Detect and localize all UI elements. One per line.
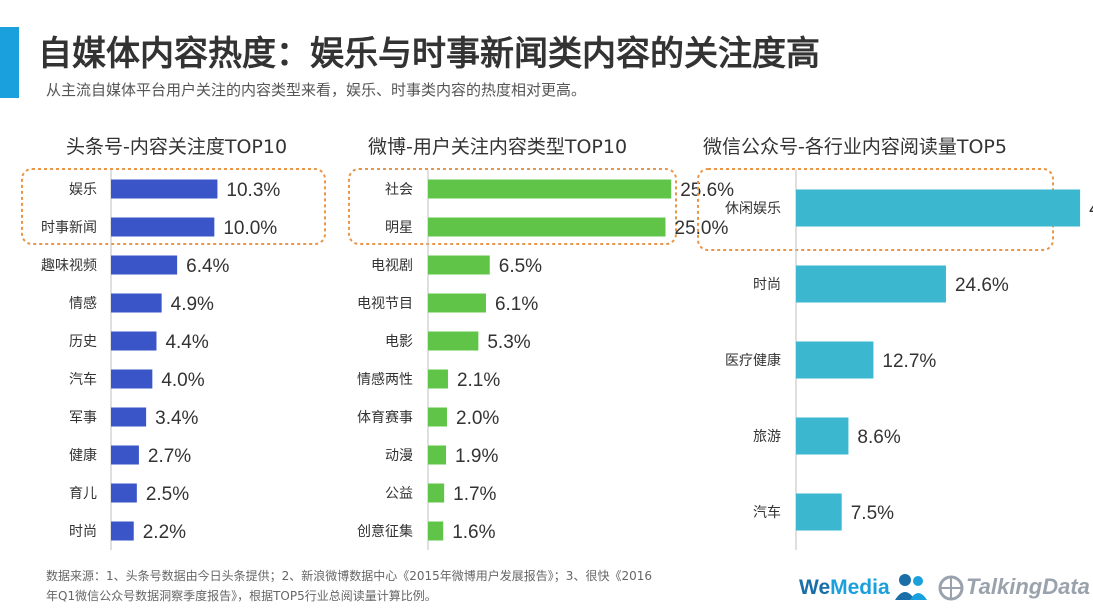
weibo-bar xyxy=(428,179,672,199)
toutiao-value-label: 2.5% xyxy=(146,484,189,505)
weibo-category-label: 电视剧 xyxy=(371,258,413,274)
weixin-category-label: 医疗健康 xyxy=(725,352,781,369)
toutiao-category-label: 时事新闻 xyxy=(41,220,97,236)
weibo-value-label: 1.6% xyxy=(452,522,495,543)
page-subtitle: 从主流自媒体平台用户关注的内容类型来看，娱乐、时事类内容的热度相对更高。 xyxy=(46,81,587,99)
weibo-value-label: 25.6% xyxy=(680,180,734,201)
weixin-category-label: 时尚 xyxy=(753,277,781,293)
weibo-category-label: 社会 xyxy=(385,182,413,198)
weibo-bar xyxy=(428,217,666,237)
toutiao-value-label: 10.0% xyxy=(223,218,277,239)
weibo-value-label: 6.5% xyxy=(499,256,542,277)
toutiao-bar xyxy=(111,445,139,465)
weibo-bar-chart: 社会 25.6% 明星 25.0% 电视剧 6.5% 电视节目 6.1% 电影 5.3% 情感两性 2… xyxy=(348,168,734,550)
weibo-value-label: 2.1% xyxy=(457,370,500,391)
toutiao-category-label: 趣味视频 xyxy=(41,258,97,274)
toutiao-bar xyxy=(111,217,215,237)
weixin-bar xyxy=(796,265,946,303)
toutiao-category-label: 时尚 xyxy=(69,524,97,540)
weixin-category-label: 休闲娱乐 xyxy=(725,201,781,217)
toutiao-category-label: 娱乐 xyxy=(69,182,97,198)
data-source-footnote: 数据来源：1、头条号数据由今日头条提供；2、新浪微博数据中心《2015年微博用户… xyxy=(46,566,766,606)
weibo-category-label: 动漫 xyxy=(385,448,413,464)
weibo-bar xyxy=(428,445,447,465)
footnote-line-2: 年Q1微信公众号数据洞察季度报告》，根据TOP5行业总阅读量计算比例。 xyxy=(46,589,437,603)
toutiao-bar xyxy=(111,483,137,503)
toutiao-category-label: 汽车 xyxy=(69,371,97,388)
weibo-bar xyxy=(428,293,486,313)
weixin-bar-chart: 休闲娱乐 46.6% 时尚 24.6% 医疗健康 12.7% 旅游 8.6% 汽车 7.5% xyxy=(697,168,1093,550)
weibo-highlight-box xyxy=(348,168,677,245)
talkingdata-logo: TalkingData xyxy=(966,574,1090,599)
weibo-value-label: 2.0% xyxy=(456,408,499,429)
toutiao-value-label: 4.0% xyxy=(161,370,204,391)
page-title: 自媒体内容热度：娱乐与时事新闻类内容的关注度高 xyxy=(38,34,820,74)
weibo-category-label: 创意征集 xyxy=(357,523,413,540)
toutiao-value-label: 10.3% xyxy=(226,180,280,201)
weibo-category-label: 公益 xyxy=(385,486,413,502)
weibo-value-label: 5.3% xyxy=(487,332,530,353)
weixin-highlight-box xyxy=(697,168,1054,251)
weixin-category-label: 旅游 xyxy=(753,429,781,445)
weixin-chart-panel: 微信公众号-各行业内容阅读量TOP5 休闲娱乐 46.6% 时尚 24.6% 医疗健康 1… xyxy=(690,125,1093,555)
toutiao-chart-panel: 头条号-内容关注度TOP10 娱乐 10.3% 时事新闻 10.0% 趣味视频 6.4% 情… xyxy=(0,125,340,555)
weibo-category-label: 情感两性 xyxy=(357,371,413,388)
weibo-bar xyxy=(428,255,490,275)
toutiao-bar xyxy=(111,293,162,313)
toutiao-bar xyxy=(111,407,147,427)
toutiao-bar xyxy=(111,179,218,199)
toutiao-value-label: 6.4% xyxy=(186,256,229,277)
toutiao-bar xyxy=(111,331,157,351)
weixin-category-label: 汽车 xyxy=(753,504,781,521)
toutiao-value-label: 4.4% xyxy=(165,332,208,353)
weibo-category-label: 体育赛事 xyxy=(357,410,413,426)
weibo-category-label: 电影 xyxy=(385,334,413,350)
toutiao-bar xyxy=(111,255,178,275)
toutiao-chart-title: 头条号-内容关注度TOP10 xyxy=(66,136,288,158)
weixin-bar xyxy=(796,493,842,531)
toutiao-bar xyxy=(111,369,153,389)
weibo-value-label: 25.0% xyxy=(675,218,729,239)
talkingdata-logo-icon xyxy=(938,575,964,601)
weibo-bar xyxy=(428,407,447,427)
weibo-value-label: 1.7% xyxy=(453,484,496,505)
toutiao-bar-chart: 娱乐 10.3% 时事新闻 10.0% 趣味视频 6.4% 情感 4.9% 历史 4.4% 汽车 4.… xyxy=(21,168,326,550)
toutiao-value-label: 3.4% xyxy=(155,408,198,429)
wemedia-logo-we: We xyxy=(799,576,831,599)
weibo-value-label: 6.1% xyxy=(495,294,538,315)
weixin-chart-title: 微信公众号-各行业内容阅读量TOP5 xyxy=(703,136,1007,158)
wemedia-people-icon xyxy=(895,574,927,600)
weixin-value-label: 8.6% xyxy=(857,427,900,448)
weixin-value-label: 12.7% xyxy=(882,351,936,372)
toutiao-highlight-box xyxy=(21,168,326,245)
weibo-bar xyxy=(428,521,444,541)
toutiao-value-label: 4.9% xyxy=(171,294,214,315)
weixin-value-label: 7.5% xyxy=(851,503,894,524)
weibo-category-label: 明星 xyxy=(385,220,413,236)
footnote-line-1: 数据来源：1、头条号数据由今日头条提供；2、新浪微博数据中心《2015年微博用户… xyxy=(46,569,652,583)
weibo-value-label: 1.9% xyxy=(455,446,498,467)
toutiao-bar xyxy=(111,521,134,541)
weixin-value-label: 46.6% xyxy=(1089,199,1093,220)
weibo-chart-panel: 微博-用户关注内容类型TOP10 社会 25.6% 明星 25.0% 电视剧 6.5% 电视… xyxy=(340,125,734,555)
toutiao-category-label: 情感 xyxy=(69,295,97,312)
toutiao-value-label: 2.2% xyxy=(143,522,186,543)
weibo-bar xyxy=(428,331,479,351)
toutiao-category-label: 健康 xyxy=(69,447,97,464)
title-accent-bar xyxy=(0,27,19,98)
weixin-value-label: 24.6% xyxy=(955,275,1009,296)
toutiao-category-label: 历史 xyxy=(69,334,97,350)
weixin-bar xyxy=(796,417,849,455)
weixin-bar xyxy=(796,189,1081,227)
weibo-bar xyxy=(428,483,445,503)
wemedia-logo-media: Media xyxy=(830,576,890,599)
weibo-chart-title: 微博-用户关注内容类型TOP10 xyxy=(368,136,628,158)
toutiao-value-label: 2.7% xyxy=(148,446,191,467)
weibo-category-label: 电视节目 xyxy=(357,296,413,312)
wemedia-logo: WeMedia xyxy=(799,576,890,600)
weibo-bar xyxy=(428,369,448,389)
toutiao-category-label: 军事 xyxy=(69,410,97,426)
toutiao-category-label: 育儿 xyxy=(69,486,97,502)
weixin-bar xyxy=(796,341,874,379)
